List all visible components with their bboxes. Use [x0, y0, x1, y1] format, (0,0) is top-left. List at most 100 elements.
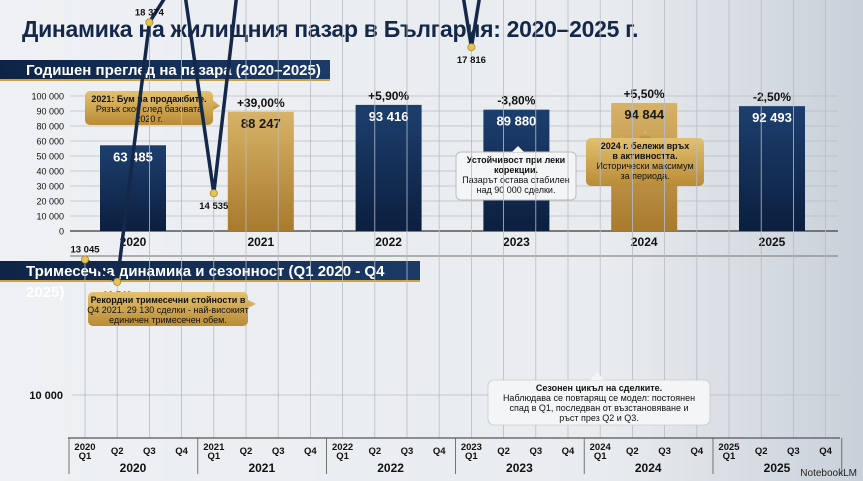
callout-text: Сезонен цикъл на сделките.: [536, 383, 662, 393]
quarter-label: Q2: [497, 446, 510, 457]
bar-value-label: 88 247: [241, 116, 281, 131]
line-point: [113, 277, 122, 286]
line-point: [81, 255, 90, 264]
quarter-label: 2023: [461, 442, 482, 453]
bar-ytick-label: 30 000: [36, 182, 64, 192]
bar-2021: [227, 111, 294, 231]
bar-2025: [739, 106, 805, 231]
bar-category-label: 2024: [631, 235, 658, 249]
quarter-label: Q4: [690, 446, 703, 457]
bar-category-label: 2023: [503, 235, 530, 249]
quarter-label: Q4: [562, 446, 575, 457]
bar-value-label: 92 493: [752, 110, 792, 125]
year-label: 2021: [248, 461, 275, 475]
quarter-label: 2025: [718, 442, 740, 453]
quarter-label: Q4: [304, 446, 317, 457]
line-point: [145, 18, 154, 27]
quarter-label: Q3: [272, 446, 285, 457]
quarter-label: Q3: [658, 446, 671, 457]
bar-value-label: 89 880: [497, 114, 537, 129]
bar-ytick-label: 90 000: [36, 107, 64, 117]
bar-ytick-label: 40 000: [36, 167, 64, 177]
quarter-label: Q1: [465, 451, 478, 462]
callout-text: ръст през Q2 и Q3.: [559, 413, 639, 423]
bar-ytick-label: 20 000: [36, 197, 64, 207]
quarter-label: Q1: [336, 451, 349, 462]
bar-2022: [355, 104, 422, 231]
quarter-label: Q4: [175, 446, 188, 457]
line-chart-title: Тримесечна динамика и сезонност (Q1 2020…: [0, 261, 420, 301]
bar-change-label: +5,50%: [624, 87, 665, 101]
quarter-label: Q3: [143, 446, 156, 457]
quarter-label: Q2: [626, 446, 639, 457]
bar-category-label: 2022: [375, 235, 402, 249]
quarter-label: Q2: [368, 446, 381, 457]
callout-2023-text: над 90 000 сделки.: [477, 185, 556, 195]
year-label: 2025: [764, 461, 791, 475]
year-label: 2022: [377, 461, 404, 475]
callout-pointer: [590, 372, 604, 380]
quarter-label: Q3: [787, 446, 800, 457]
year-label: 2020: [120, 461, 147, 475]
line-point-label: 18 374: [135, 7, 165, 18]
bar-change-label: -3,80%: [497, 94, 535, 108]
year-label: 2023: [506, 461, 533, 475]
callout-2023-pointer: [512, 146, 524, 152]
callout-text: единичен тримесечен обем.: [109, 315, 227, 325]
line-point: [209, 189, 218, 198]
callout-text: Рекордни тримесечни стойности в: [91, 295, 246, 305]
line-point-label: 14 535: [199, 201, 229, 212]
quarter-label: Q2: [111, 446, 124, 457]
bar-ytick-label: 50 000: [36, 152, 64, 162]
line-point: [467, 43, 476, 52]
callout-text: спад в Q1, последван от възстановяване и: [509, 403, 688, 413]
callout-pointer: [248, 300, 256, 308]
bar-change-label: +5,90%: [368, 89, 409, 103]
line-series: [84, 0, 481, 284]
bar-change-label: +39,00%: [237, 96, 285, 110]
quarter-label: Q1: [723, 451, 736, 462]
bar-category-label: 2025: [759, 235, 786, 249]
quarter-label: Q4: [433, 446, 446, 457]
callout-2024-text: за периода.: [620, 171, 669, 181]
quarter-label: Q2: [755, 446, 768, 457]
quarter-label: Q1: [594, 451, 607, 462]
quarter-label: Q1: [207, 451, 220, 462]
quarter-label: 2022: [332, 442, 353, 453]
callout-2024-box: [586, 138, 704, 186]
quarter-label: Q2: [240, 446, 253, 457]
bar-ytick-label: 60 000: [36, 137, 64, 147]
callout-2023-text: Устойчивост при леки: [467, 155, 565, 165]
quarter-label: 2020: [74, 442, 95, 453]
bar-category-label: 2021: [247, 235, 274, 249]
bar-change-label: -2,50%: [753, 90, 791, 104]
callout-q4-2021: Рекордни тримесечни стойности вQ4 2021. …: [87, 292, 256, 326]
callout-text: Q4 2021. 29 130 сделки - най-високият: [87, 305, 249, 315]
bar-ytick-label: 100 000: [31, 92, 64, 102]
quarter-label: Q3: [401, 446, 414, 457]
callout-2021-pointer: [213, 100, 220, 110]
bar-chart-title: Годишен преглед на пазара (2020–2025): [0, 60, 330, 81]
bar-ytick-label: 0: [59, 227, 64, 237]
callout-2023-text: корекции.: [494, 165, 538, 175]
bar-ytick-label: 10 000: [36, 212, 64, 222]
bar-value-label: 93 416: [369, 109, 409, 124]
callout-2024-pointer: [639, 131, 651, 138]
quarter-label: 2021: [203, 442, 225, 453]
callout-box: [88, 292, 248, 326]
line-point-label: 13 045: [70, 244, 100, 255]
line-ytick-label: 10 000: [29, 390, 63, 402]
bar-ytick-label: 80 000: [36, 122, 64, 132]
quarter-label: Q1: [79, 451, 92, 462]
brand-logo: NotebookLM: [800, 468, 857, 479]
line-point-label: 17 816: [457, 55, 486, 66]
year-label: 2024: [635, 461, 662, 475]
callout-2024-text: Исторически максимум: [596, 161, 693, 171]
quarter-label: 2024: [590, 442, 612, 453]
quarter-label: Q3: [529, 446, 542, 457]
quarter-label: Q4: [819, 446, 832, 457]
callout-seasonal: Сезонен цикъл на сделките.Наблюдава се п…: [487, 372, 711, 426]
